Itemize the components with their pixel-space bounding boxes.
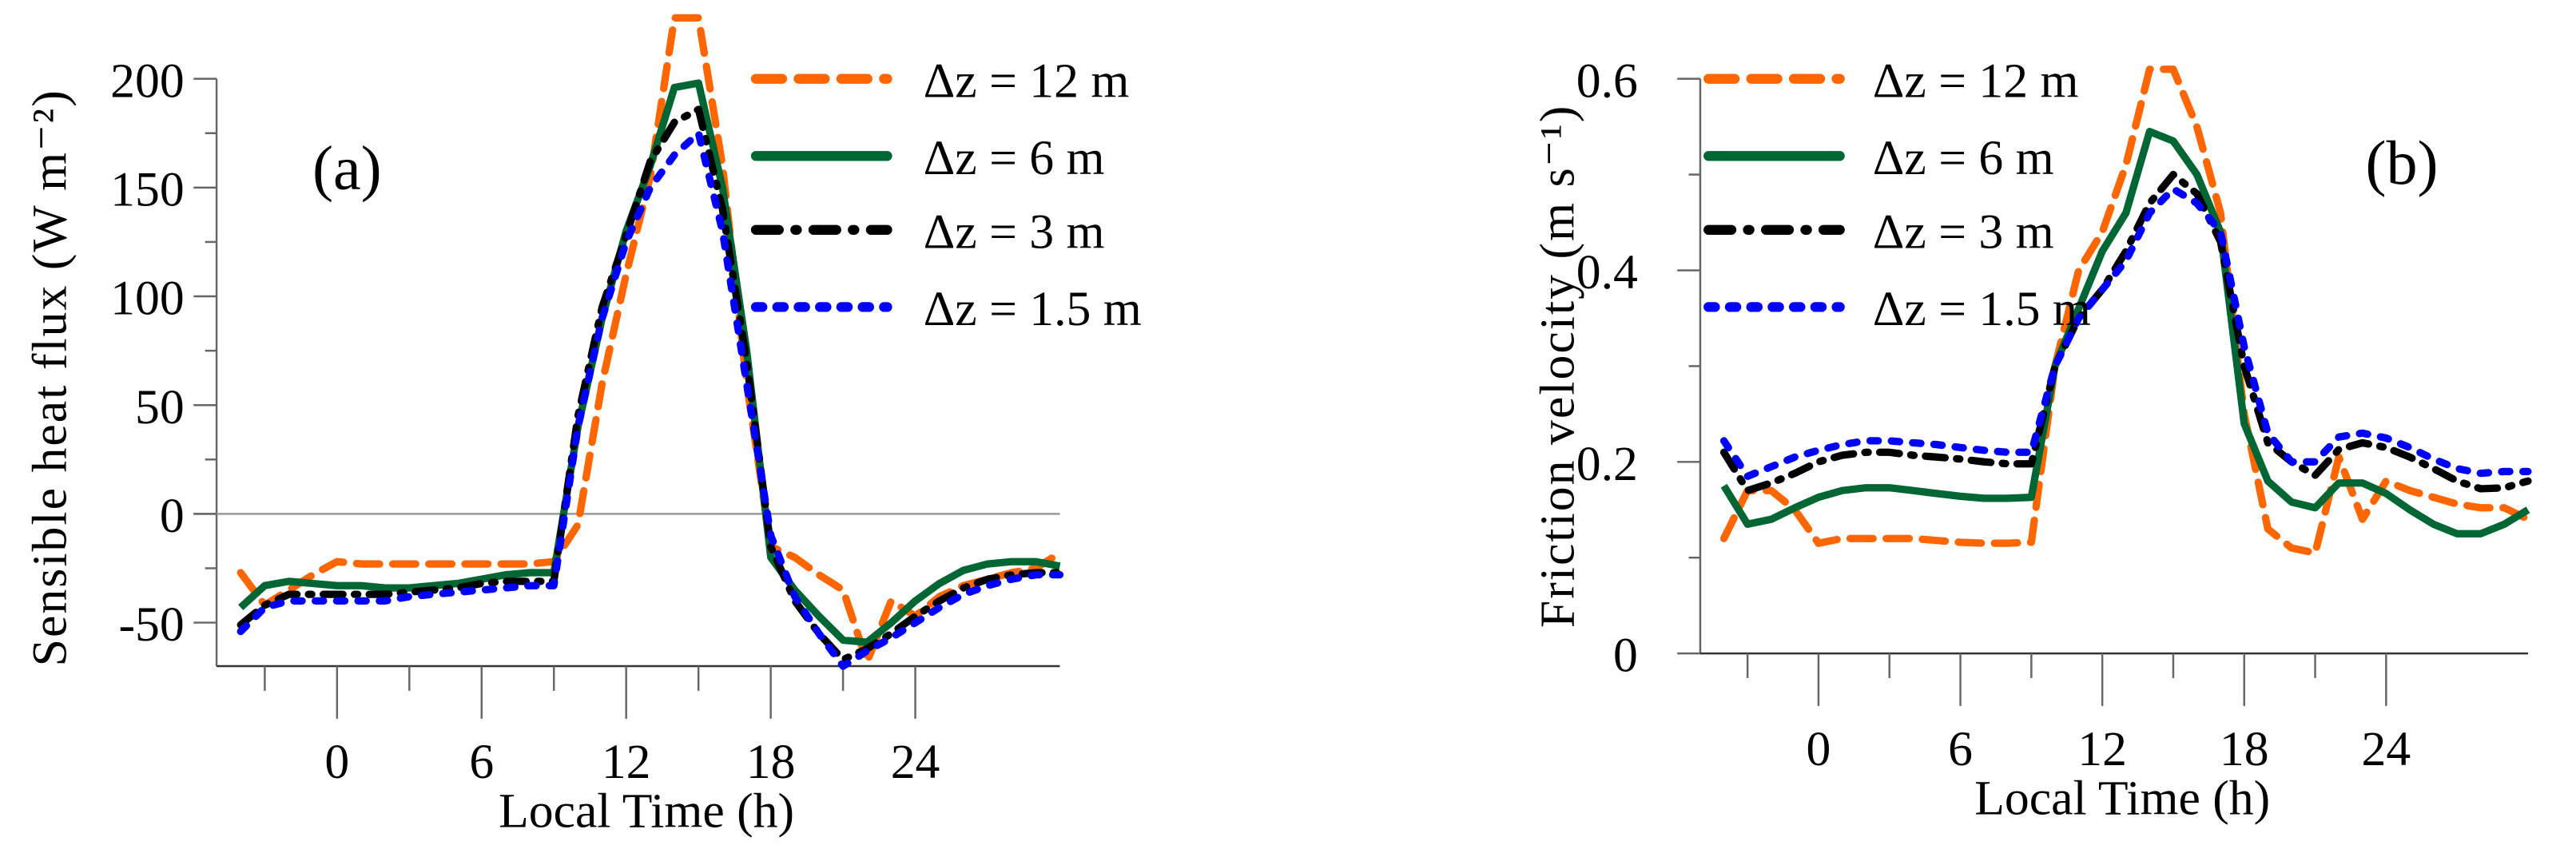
y-tick-label: 200 [110,54,184,108]
x-tick-label: 6 [469,735,494,789]
y-tick-label: 0.6 [1576,54,1638,108]
series-line-3 [1719,184,2532,480]
x-tick-label: 18 [746,735,796,789]
y-axis-label: Sensible heat flux (W m⁻²) [23,89,78,666]
x-tick-label: 24 [2362,722,2411,776]
series-line-0 [1719,65,2532,557]
series-line-3 [237,129,1064,670]
legend-label: Δz = 3 m [1873,204,2054,259]
legend-label: Δz = 12 m [924,54,1130,108]
y-tick-label: 0 [1613,629,1638,683]
x-tick-label: 6 [1948,722,1973,776]
panel-a: -50 0 50 100 150 200 0 6 12 18 24 Local Time (h) Sen… [23,14,1142,838]
legend-label: Δz = 3 m [924,204,1105,259]
legend-label: Δz = 1.5 m [1873,282,2091,336]
legend-label: Δz = 1.5 m [924,282,1142,336]
x-tick-label: 0 [324,735,349,789]
legend-label: Δz = 12 m [1873,54,2079,108]
series-line-2 [1719,170,2532,494]
x-axis-label: Local Time (h) [499,784,794,838]
series-line-1 [1720,128,2530,538]
series-line-0 [237,14,1064,666]
y-tick-label: -50 [118,597,184,652]
panel-b: 0 0.2 0.4 0.6 0 6 12 18 24 Local Time (h) Friction… [1531,54,2532,826]
x-tick-label: 0 [1807,722,1831,776]
x-tick-label: 18 [2220,722,2269,776]
x-axis-label: Local Time (h) [1974,772,2270,826]
panel-label: (a) [312,133,382,202]
x-tick-label: 12 [602,735,651,789]
y-tick-label: 100 [110,272,184,326]
y-tick-label: 150 [110,162,184,216]
legend-label: Δz = 6 m [1873,131,2054,185]
series-line-2 [237,105,1064,664]
y-tick-label: 0.2 [1576,437,1638,491]
x-tick-label: 12 [2077,722,2127,776]
panel-label: (b) [2365,128,2438,197]
y-tick-label: 50 [135,380,185,434]
legend-label: Δz = 6 m [924,131,1105,185]
y-axis-label: Friction velocity (m s⁻¹) [1531,105,1585,629]
y-tick-label: 0.4 [1576,245,1638,300]
x-tick-label: 24 [891,735,940,789]
y-tick-label: 0 [160,489,185,543]
